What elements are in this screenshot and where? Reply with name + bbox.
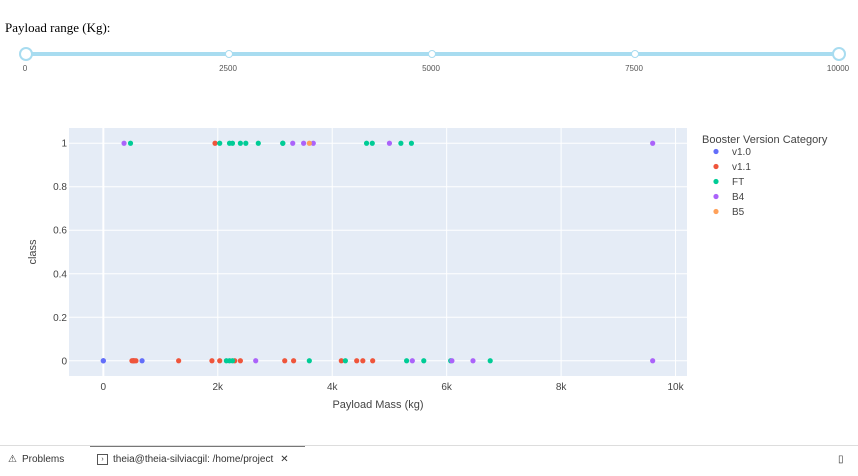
data-point-FT[interactable] — [369, 140, 375, 146]
data-point-v1.1[interactable] — [370, 358, 376, 364]
data-point-FT[interactable] — [306, 358, 312, 364]
warning-icon: ⚠ — [8, 454, 17, 465]
slider-mark-7500: 7500 — [625, 64, 643, 73]
legend-marker-B4[interactable] — [713, 193, 719, 200]
terminal-tab-label: theia@theia-silviacgil: /home/project — [113, 454, 274, 465]
slider-mark-0: 0 — [22, 64, 28, 73]
legend-label-v1.1[interactable]: v1.1 — [732, 162, 751, 173]
x-tick-label: 4k — [327, 382, 339, 393]
slider-mark-10000: 10000 — [826, 64, 850, 73]
data-point-v1.1[interactable] — [133, 358, 139, 364]
slider-dot-7500 — [631, 50, 639, 58]
y-tick-label: 0.8 — [53, 182, 67, 193]
data-point-B4[interactable] — [301, 140, 307, 146]
terminal-tab[interactable]: › theia@theia-silviacgil: /home/project … — [97, 454, 289, 465]
legend-label-FT[interactable]: FT — [732, 177, 744, 188]
y-axis-label: class — [27, 239, 39, 265]
data-point-B4[interactable] — [290, 140, 296, 146]
x-tick-label: 10k — [667, 382, 684, 393]
data-point-v1.1[interactable] — [290, 358, 297, 364]
data-point-B4[interactable] — [310, 140, 316, 146]
terminal-icon: › — [97, 454, 108, 465]
panel-layout-icon: ▯ — [838, 454, 844, 465]
data-point-FT[interactable] — [487, 358, 493, 364]
scatter-chart: 0 2k 4k 6k 8k 10k 0 0.2 0.4 0.6 0.8 1 Payload Mass… — [27, 128, 828, 411]
x-tick-label: 2k — [212, 382, 224, 393]
x-tick-label: 6k — [441, 382, 453, 393]
x-tick-label: 8k — [556, 382, 568, 393]
data-point-FT[interactable] — [127, 140, 134, 146]
y-tick-label: 0.4 — [53, 269, 67, 280]
data-point-FT[interactable] — [229, 358, 236, 364]
data-point-v1.1[interactable] — [212, 140, 218, 146]
data-point-v1.1[interactable] — [209, 358, 215, 364]
data-point-v1.0[interactable] — [139, 358, 145, 364]
x-axis-label: Payload Mass (kg) — [332, 399, 423, 411]
data-point-FT[interactable] — [363, 140, 370, 146]
y-tick-label: 0.2 — [53, 313, 67, 324]
legend-title: Booster Version Category — [702, 134, 828, 146]
legend-marker-v1.1[interactable] — [713, 163, 719, 170]
data-point-FT[interactable] — [255, 140, 261, 146]
y-tick-label: 1 — [61, 139, 67, 150]
data-point-FT[interactable] — [342, 358, 348, 364]
problems-tab[interactable]: ⚠ Problems — [8, 454, 64, 465]
data-point-B4[interactable] — [650, 358, 656, 364]
data-point-v1.1[interactable] — [360, 358, 366, 364]
x-tick-label: 0 — [101, 382, 107, 393]
problems-label: Problems — [21, 454, 65, 465]
data-point-v1.1[interactable] — [282, 358, 288, 364]
data-point-FT[interactable] — [229, 140, 236, 146]
payload-range-label: Payload range (Kg): — [5, 20, 111, 35]
status-bar: ⚠ Problems › theia@theia-silviacgil: /ho… — [0, 445, 858, 476]
data-point-v1.1[interactable] — [338, 358, 344, 364]
data-point-B4[interactable] — [409, 358, 415, 364]
data-point-FT[interactable] — [404, 358, 410, 364]
payload-range-slider[interactable]: 0 2500 5000 7500 10000 — [0, 40, 858, 80]
data-point-FT[interactable] — [280, 140, 286, 146]
legend-label-B4[interactable]: B4 — [732, 192, 745, 203]
y-tick-label: 0.6 — [53, 226, 67, 237]
data-point-FT[interactable] — [398, 140, 404, 146]
legend-label-v1.0[interactable]: v1.0 — [732, 147, 751, 158]
x-tick-labels: 0 2k 4k 6k 8k 10k — [101, 382, 685, 393]
data-point-FT[interactable] — [237, 140, 243, 146]
terminal-tab-indicator — [90, 446, 305, 475]
data-point-B4[interactable] — [121, 140, 127, 146]
data-point-B4[interactable] — [650, 140, 656, 146]
slider-dot-2500 — [225, 50, 233, 58]
data-point-B4[interactable] — [449, 358, 455, 364]
data-points — [100, 140, 656, 364]
legend-marker-B5[interactable] — [713, 208, 719, 215]
data-point-B4[interactable] — [386, 140, 393, 146]
legend-items: v1.0 v1.1 FT B4 B5 — [713, 147, 751, 218]
slider-handle-max[interactable] — [832, 47, 846, 61]
data-point-B4[interactable] — [253, 358, 259, 364]
slider-mark-2500: 2500 — [219, 64, 237, 73]
legend-label-B5[interactable]: B5 — [732, 207, 745, 218]
legend-marker-v1.0[interactable] — [713, 148, 719, 155]
data-point-v1.1[interactable] — [237, 358, 243, 364]
data-point-FT[interactable] — [217, 140, 223, 146]
close-icon[interactable]: ✕ — [280, 454, 289, 465]
y-tick-labels: 0 0.2 0.4 0.6 0.8 1 — [53, 139, 67, 368]
data-point-B4[interactable] — [470, 358, 476, 364]
toggle-panel-button[interactable]: ▯ — [838, 454, 844, 465]
data-point-FT[interactable] — [421, 358, 427, 364]
slider-mark-5000: 5000 — [422, 64, 440, 73]
data-point-v1.1[interactable] — [217, 358, 223, 364]
data-point-FT[interactable] — [408, 140, 415, 146]
data-point-B5[interactable] — [306, 140, 312, 146]
slider-handle-min[interactable] — [19, 47, 33, 61]
slider-dot-5000 — [428, 50, 436, 58]
data-point-v1.1[interactable] — [354, 358, 360, 364]
plot-area — [69, 128, 687, 376]
y-tick-label: 0 — [61, 356, 67, 367]
legend-marker-FT[interactable] — [713, 178, 719, 185]
grid-lines — [69, 128, 687, 376]
data-point-FT[interactable] — [243, 140, 249, 146]
data-point-v1.0[interactable] — [100, 358, 106, 364]
data-point-v1.1[interactable] — [176, 358, 182, 364]
